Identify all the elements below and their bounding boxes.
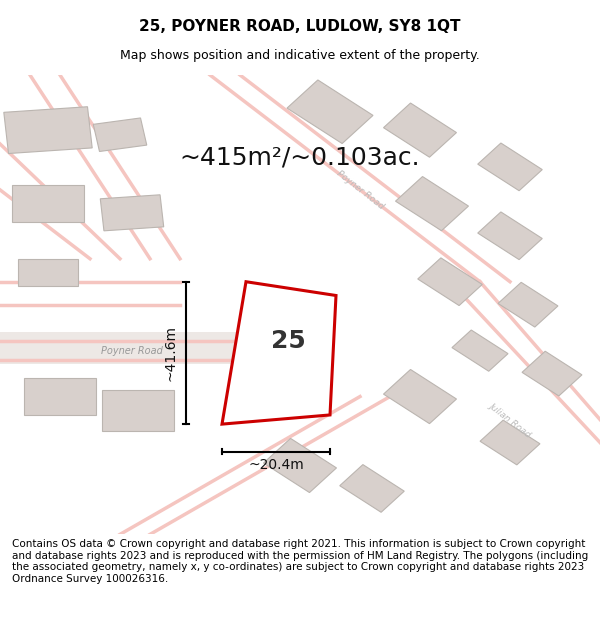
Polygon shape xyxy=(18,259,78,286)
Polygon shape xyxy=(4,107,92,154)
Text: Map shows position and indicative extent of the property.: Map shows position and indicative extent… xyxy=(120,49,480,62)
Text: Poyner Road: Poyner Road xyxy=(101,346,163,356)
Polygon shape xyxy=(263,438,337,493)
Text: Poyner Road: Poyner Road xyxy=(335,169,385,211)
Polygon shape xyxy=(452,330,508,371)
Text: ~415m²/~0.103ac.: ~415m²/~0.103ac. xyxy=(179,146,421,169)
Text: ~20.4m: ~20.4m xyxy=(248,459,304,472)
Polygon shape xyxy=(100,195,164,231)
Text: 25, POYNER ROAD, LUDLOW, SY8 1QT: 25, POYNER ROAD, LUDLOW, SY8 1QT xyxy=(139,19,461,34)
Polygon shape xyxy=(418,258,482,306)
Polygon shape xyxy=(395,176,469,231)
Polygon shape xyxy=(340,464,404,512)
Text: ~41.6m: ~41.6m xyxy=(164,325,178,381)
Polygon shape xyxy=(478,143,542,191)
Polygon shape xyxy=(498,282,558,327)
Polygon shape xyxy=(383,103,457,158)
Polygon shape xyxy=(383,369,457,424)
Polygon shape xyxy=(12,185,84,222)
Text: Julian Road: Julian Road xyxy=(487,401,533,439)
Polygon shape xyxy=(24,378,96,415)
Polygon shape xyxy=(287,80,373,144)
Polygon shape xyxy=(522,351,582,396)
Polygon shape xyxy=(478,212,542,259)
Polygon shape xyxy=(480,420,540,465)
Polygon shape xyxy=(93,118,147,151)
Text: Contains OS data © Crown copyright and database right 2021. This information is : Contains OS data © Crown copyright and d… xyxy=(12,539,588,584)
Text: 25: 25 xyxy=(271,329,305,354)
Polygon shape xyxy=(102,389,174,431)
Polygon shape xyxy=(0,332,270,364)
Polygon shape xyxy=(222,282,336,424)
